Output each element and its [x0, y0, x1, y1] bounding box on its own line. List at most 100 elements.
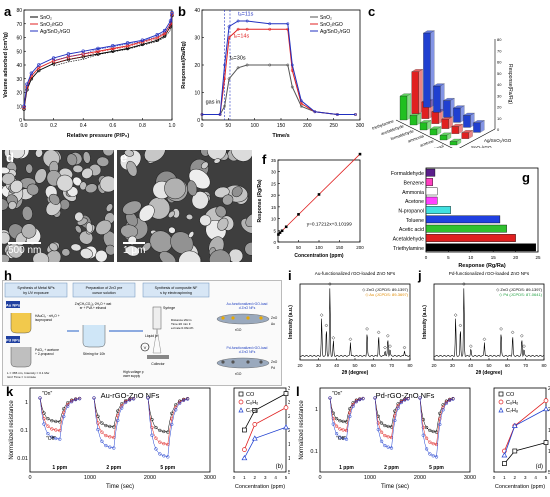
- data-point: [389, 435, 394, 440]
- data-point: [66, 52, 71, 56]
- x-tick-label: 100: [250, 123, 259, 129]
- pd-particle: [231, 360, 235, 364]
- sem-particle: [191, 191, 209, 210]
- sem-particle: [35, 150, 43, 158]
- panel-label-k: k: [6, 384, 14, 399]
- x-tick-label: 100: [315, 245, 323, 250]
- sem-particle: [201, 161, 209, 170]
- data-point: [341, 419, 345, 424]
- x-tick-label: 0.6: [109, 123, 116, 129]
- pd-np-label: Pd: [271, 366, 275, 370]
- sem-particle: [2, 254, 10, 262]
- data-point: [441, 408, 445, 412]
- annotation: tₑ=11s: [238, 12, 253, 18]
- x-tick-label: 50: [296, 245, 302, 250]
- chart-l: Pd-rGO-ZnO NFs 0 1000 2000 3000 0.1 1 Time (sec…: [299, 386, 550, 490]
- y-tick-label: 0.01: [17, 456, 28, 462]
- chart-f: 0 50 100 150 200 0 5 10 15 20 25 30 35 Concentration …: [257, 152, 364, 259]
- inset-point: [512, 448, 518, 454]
- z-tick-label: 70: [497, 48, 502, 53]
- x-axis-label: Concentration (ppm): [294, 253, 343, 259]
- series-line-0: [23, 15, 173, 110]
- inset-legend-marker: [238, 391, 244, 397]
- data-point: [299, 104, 303, 108]
- x-tick-label: 1000: [84, 475, 96, 481]
- data-point: [245, 19, 249, 23]
- inset-legend-label: C₇H₈: [246, 408, 258, 414]
- data-point: [174, 408, 178, 412]
- inset-y-tick: 25: [548, 386, 550, 392]
- peak-marker: [453, 313, 458, 317]
- peak-marker: [469, 344, 473, 348]
- legend-label: SnO₂/rGO: [40, 22, 63, 28]
- zn-chem-2: er + PVA + ethanol: [80, 306, 107, 310]
- au-chem: HAuCl₄ · nH₂O +: [35, 314, 60, 318]
- data-point: [354, 113, 357, 116]
- pd-particle: [246, 360, 250, 364]
- au-particle: [221, 316, 225, 320]
- au-beaker: [10, 313, 32, 334]
- sem-particle: [188, 231, 195, 238]
- data-point: [236, 27, 240, 31]
- inset-x-tick: 0: [233, 475, 236, 480]
- data-point: [131, 397, 136, 401]
- peak-marker: [402, 345, 407, 350]
- data-point: [178, 401, 182, 405]
- z-tick-label: 80: [497, 37, 502, 42]
- inset-legend-label: CO: [246, 392, 255, 398]
- zno-beaker: [82, 325, 106, 348]
- x-tick-label: 50: [486, 363, 492, 368]
- y-tick-label: 30: [271, 170, 277, 175]
- data-point: [46, 424, 50, 428]
- data-point: [424, 436, 429, 440]
- inset-series-2: [244, 426, 287, 459]
- series-line-2: [23, 12, 173, 107]
- z-tick-label: 60: [497, 60, 502, 65]
- sem-particle: [8, 150, 25, 159]
- data-point: [338, 419, 342, 423]
- x-axis-label: Relative pressure (P/P₀): [67, 133, 130, 139]
- zn-chem: Zn(CH₃CO₂)₂·2H₂O + wat: [75, 302, 112, 306]
- data-point: [50, 419, 54, 423]
- sem-particle: [2, 231, 11, 245]
- sem-particle: [228, 248, 244, 262]
- data-point: [383, 423, 387, 428]
- y-axis-label: Normalized resistance: [299, 400, 305, 460]
- peak-marker: [319, 313, 324, 317]
- data-point: [386, 435, 390, 439]
- data-point: [158, 428, 162, 433]
- peak-marker: [386, 334, 390, 338]
- data-point: [421, 417, 425, 422]
- data-point: [386, 445, 390, 449]
- on-label: "On": [42, 391, 52, 397]
- inset-y-tick: 10: [548, 449, 550, 455]
- x-axis-label: Response (Rg/Ra): [458, 263, 506, 268]
- x-tick-label: 3000: [204, 475, 216, 481]
- chart-title: Pd-rGO-ZnO NFs: [376, 391, 435, 400]
- data-point: [81, 49, 85, 53]
- inset-legend-marker: [498, 391, 504, 397]
- legend-label: ◇ Au (JCPDS: 89-3697): [365, 292, 408, 297]
- x-axis-label: Time (sec): [106, 484, 134, 490]
- legend-label: SnO₂: [40, 15, 52, 21]
- x-tick-label: 0: [425, 255, 428, 260]
- pd-tag: [6, 336, 20, 343]
- sem-particle: [231, 186, 243, 198]
- data-point: [379, 439, 384, 443]
- data-point: [104, 443, 108, 448]
- data-point: [428, 440, 432, 444]
- sem-particle: [45, 250, 62, 262]
- bar-5: [425, 215, 501, 224]
- data-point: [29, 71, 34, 75]
- data-point: [277, 233, 280, 236]
- y-tick-label: 40: [16, 63, 22, 69]
- data-point: [348, 410, 352, 415]
- bar-0-5: [473, 122, 481, 133]
- syringe-label: Syringe: [163, 306, 175, 310]
- chart-g: 0 5 10 15 20 25 Response (Rg/Ra) Formaldehyde Be…: [391, 167, 541, 268]
- spin-params-3: ed rate:0.03ml/h: [171, 326, 194, 330]
- sem-particle: [95, 250, 108, 262]
- sem-particle: [217, 217, 229, 231]
- x-tick-label: 0: [28, 475, 31, 481]
- collector-label: Collector: [151, 362, 165, 366]
